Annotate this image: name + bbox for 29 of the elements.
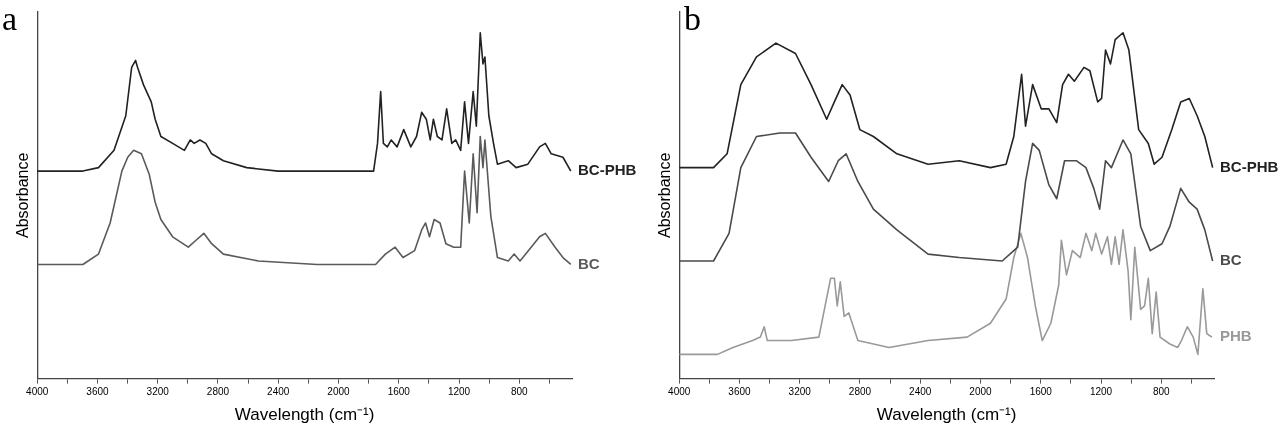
x-tick-label: 1200: [447, 386, 471, 398]
x-axis-title: Wavelength (cm⁻¹): [876, 405, 1017, 425]
x-tick-label: 800: [1152, 386, 1171, 398]
x-tick-label: 2000: [969, 386, 993, 398]
series-label: BC-PHB: [578, 161, 637, 179]
x-tick-label: 2800: [206, 386, 230, 398]
x-tick-label: 3200: [146, 386, 170, 398]
x-tick-label: 1200: [1089, 386, 1113, 398]
x-tick-label: 4000: [26, 386, 49, 398]
x-tick-label: 3600: [86, 386, 110, 398]
chart-title: b: [684, 0, 701, 37]
x-tick-label: 800: [510, 386, 529, 398]
x-tick-label: 4000: [668, 386, 691, 398]
x-tick-label: 2000: [327, 386, 351, 398]
x-tick-label: 2800: [848, 386, 872, 398]
x-tick-label: 2400: [909, 386, 932, 398]
x-tick-label: 3600: [728, 386, 752, 398]
y-axis-title: Absorbance: [14, 152, 32, 238]
x-tick-label: 2400: [267, 386, 290, 398]
series-label: BC: [1220, 251, 1242, 269]
x-tick-label: 1600: [1029, 386, 1053, 398]
y-axis-title: Absorbance: [656, 152, 674, 238]
series-label: BC-PHB: [1220, 157, 1279, 175]
x-tick-label: 1600: [387, 386, 411, 398]
series-label: PHB: [1220, 327, 1252, 345]
series-label: BC: [578, 254, 600, 272]
x-axis-title: Wavelength (cm⁻¹): [234, 405, 375, 425]
x-tick-label: 3200: [788, 386, 812, 398]
chart-title: a: [2, 0, 18, 37]
